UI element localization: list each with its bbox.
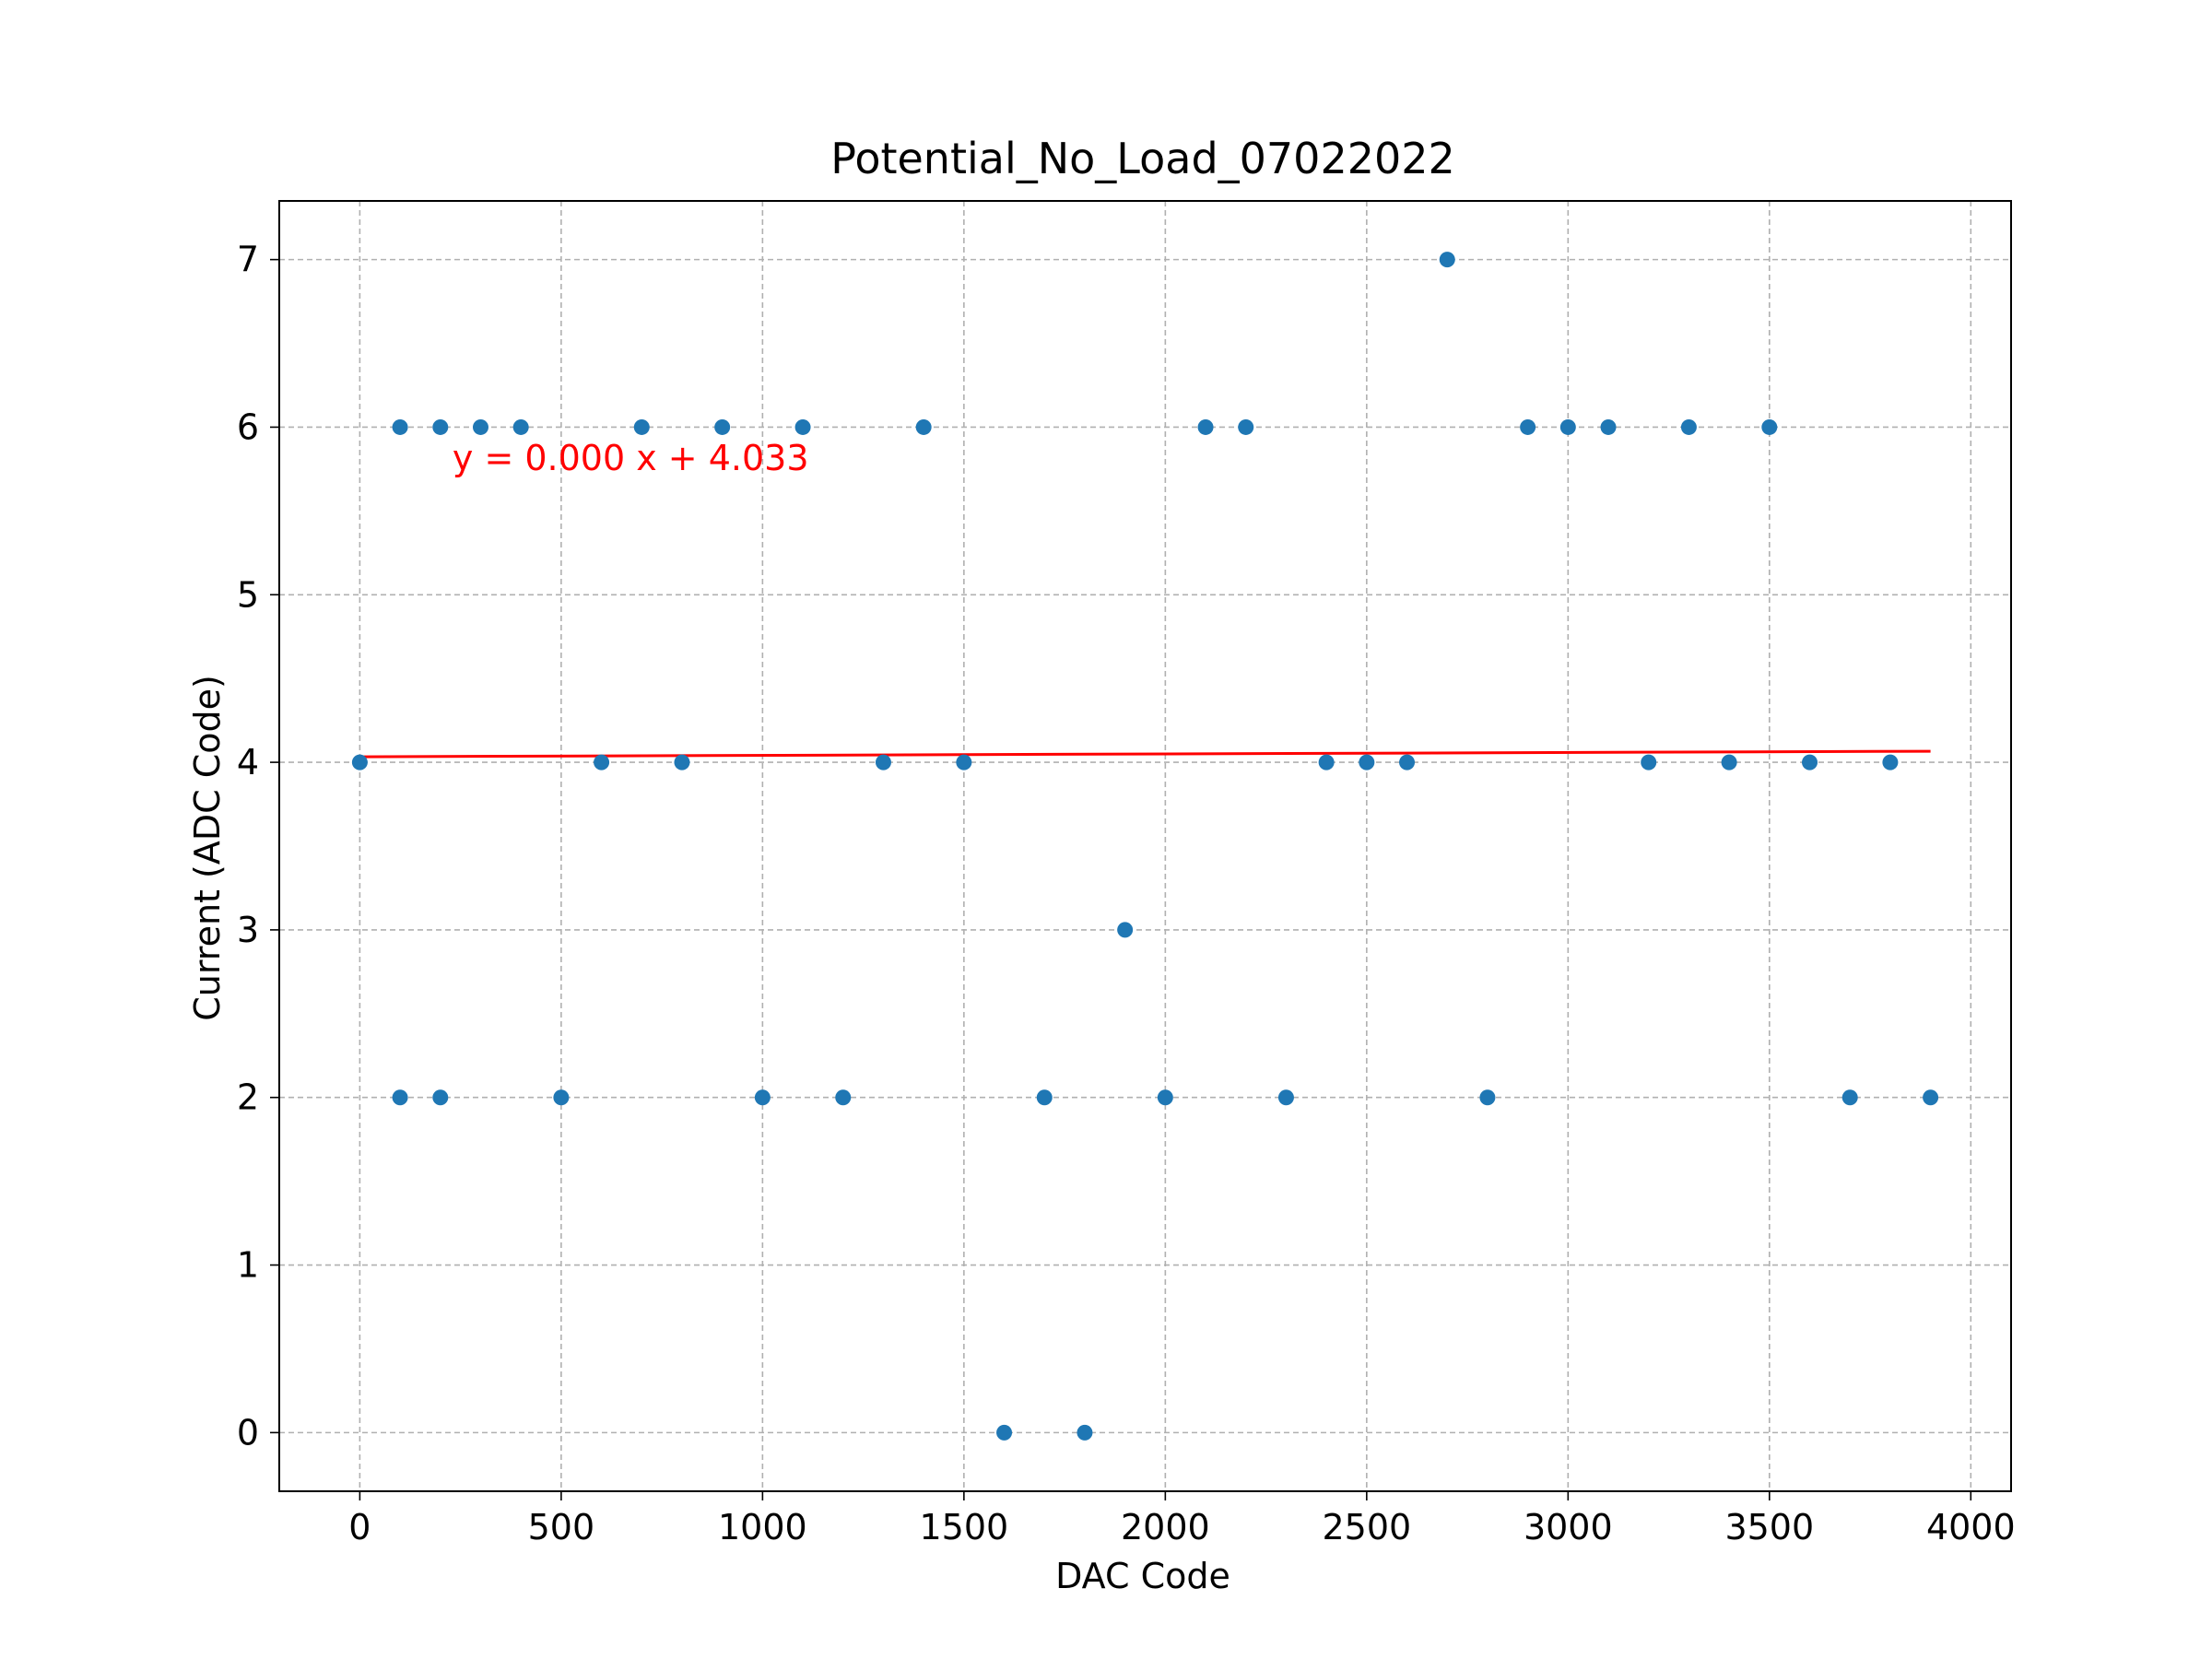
data-point	[1841, 1089, 1858, 1106]
y-tick-label: 2	[237, 1077, 259, 1118]
data-point	[1721, 754, 1737, 771]
x-tick-label: 4000	[1926, 1507, 2016, 1547]
fit-equation-label: y = 0.000 x + 4.033	[453, 438, 809, 478]
y-tick-label: 0	[237, 1412, 259, 1453]
data-point	[794, 418, 811, 435]
data-point	[553, 1089, 570, 1106]
y-tick-label: 4	[237, 742, 259, 782]
y-axis-label: Current (ADC Code)	[187, 675, 228, 1021]
x-tick-label: 500	[528, 1507, 595, 1547]
y-tick-label: 6	[237, 406, 259, 447]
data-point	[1559, 418, 1576, 435]
chart-title: Potential_No_Load_07022022	[830, 134, 1455, 183]
x-tick-label: 3500	[1724, 1507, 1814, 1547]
data-points	[351, 252, 1939, 1441]
y-tick-label: 5	[237, 574, 259, 615]
data-point	[1277, 1089, 1294, 1106]
y-axis-ticks: 0 1 2 3 4 5 6 7	[237, 240, 279, 1453]
data-point	[1359, 754, 1375, 771]
data-point	[472, 418, 488, 435]
data-point	[1600, 418, 1617, 435]
data-point	[1036, 1089, 1053, 1106]
data-point	[1399, 754, 1416, 771]
data-point	[633, 418, 650, 435]
data-point	[996, 1424, 1013, 1441]
grid	[279, 201, 2011, 1491]
data-point	[1882, 754, 1899, 771]
x-tick-label: 1000	[718, 1507, 807, 1547]
data-point	[1923, 1089, 1939, 1106]
x-axis-ticks: 0 500 1000 1500 2000 2500 3000 3500 4000	[348, 1491, 2016, 1547]
x-tick-label: 2500	[1322, 1507, 1411, 1547]
data-point	[1238, 418, 1254, 435]
data-point	[1117, 922, 1134, 938]
data-point	[1520, 418, 1536, 435]
x-tick-label: 2000	[1121, 1507, 1210, 1547]
data-point	[835, 1089, 852, 1106]
y-tick-label: 1	[237, 1245, 259, 1286]
data-point	[1197, 418, 1214, 435]
y-tick-label: 7	[237, 240, 259, 280]
data-point	[1318, 754, 1335, 771]
x-tick-label: 0	[348, 1507, 371, 1547]
plot-frame	[278, 200, 2012, 1492]
data-point	[1802, 754, 1818, 771]
y-tick-label: 3	[237, 910, 259, 950]
data-point	[875, 754, 891, 771]
data-point	[1479, 1089, 1496, 1106]
data-point	[594, 754, 610, 771]
data-point	[674, 754, 690, 771]
data-point	[1439, 252, 1455, 268]
fit-line	[359, 749, 1931, 759]
data-point	[915, 418, 932, 435]
data-point	[351, 754, 368, 771]
data-point	[432, 1089, 449, 1106]
data-point	[1641, 754, 1657, 771]
x-tick-label: 1500	[920, 1507, 1009, 1547]
data-point	[432, 418, 449, 435]
data-point	[1077, 1424, 1093, 1441]
data-point	[1157, 1089, 1173, 1106]
data-point	[754, 1089, 771, 1106]
data-point	[392, 418, 408, 435]
data-point	[956, 754, 972, 771]
data-point	[512, 418, 529, 435]
data-point	[392, 1089, 408, 1106]
data-point	[1680, 418, 1697, 435]
data-point	[714, 418, 731, 435]
data-point	[1761, 418, 1778, 435]
x-tick-label: 3000	[1524, 1507, 1613, 1547]
fit-line-group	[359, 749, 1931, 759]
x-axis-label: DAC Code	[1055, 1556, 1230, 1596]
